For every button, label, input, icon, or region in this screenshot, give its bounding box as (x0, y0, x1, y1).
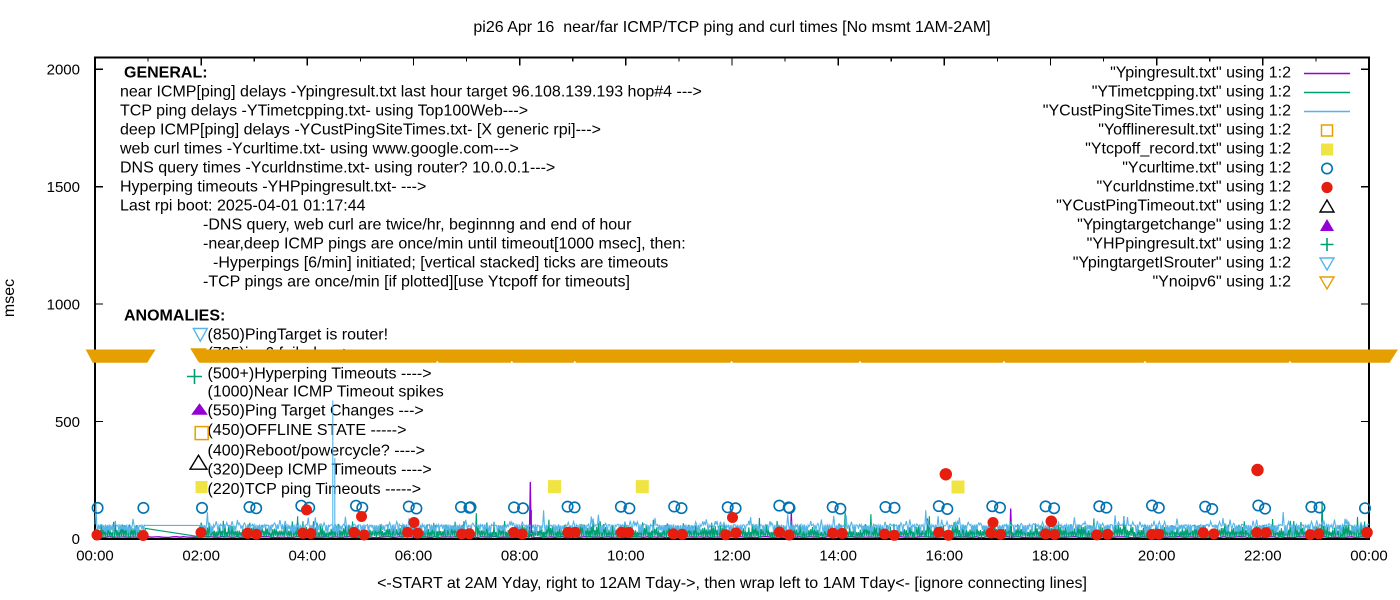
svg-text:2000: 2000 (47, 62, 80, 79)
svg-text:(450)OFFLINE STATE ----->: (450)OFFLINE STATE -----> (208, 422, 407, 439)
svg-text:08:00: 08:00 (501, 548, 539, 565)
svg-text:GENERAL:: GENERAL: (124, 65, 208, 82)
svg-text:14:00: 14:00 (819, 548, 857, 565)
svg-text:0: 0 (72, 531, 80, 548)
svg-text:pi26 Apr 16 near/far ICMP/TCP: pi26 Apr 16 near/far ICMP/TCP ping and c… (473, 19, 990, 36)
svg-text:"Ynoipv6" using 1:2: "Ynoipv6" using 1:2 (1152, 274, 1291, 291)
svg-text:00:00: 00:00 (1350, 548, 1388, 565)
svg-text:16:00: 16:00 (926, 548, 964, 565)
svg-text:(500+)Hyperping Timeouts ---->: (500+)Hyperping Timeouts ----> (208, 365, 432, 382)
svg-text:(550)Ping Target Changes --->: (550)Ping Target Changes ---> (208, 403, 424, 420)
svg-text:04:00: 04:00 (289, 548, 327, 565)
svg-text:20:00: 20:00 (1138, 548, 1176, 565)
svg-text:"Ycurltime.txt" using 1:2: "Ycurltime.txt" using 1:2 (1122, 160, 1291, 177)
svg-text:DNS query times -Ycurldnstime.: DNS query times -Ycurldnstime.txt- using… (120, 160, 555, 177)
svg-text:(400)Reboot/powercycle? ---->: (400)Reboot/powercycle? ----> (208, 442, 425, 459)
svg-text:(220)TCP ping Timeouts ----->: (220)TCP ping Timeouts -----> (208, 481, 422, 498)
svg-text:"YpingtargetISrouter" using 1:: "YpingtargetISrouter" using 1:2 (1073, 255, 1291, 272)
svg-text:"YCustPingTimeout.txt" using 1: "YCustPingTimeout.txt" using 1:2 (1056, 198, 1291, 215)
svg-text:-TCP pings are once/min [if pl: -TCP pings are once/min [if plotted][use… (203, 274, 630, 291)
svg-text:"Yofflineresult.txt" using 1:2: "Yofflineresult.txt" using 1:2 (1098, 122, 1291, 139)
svg-text:1000: 1000 (47, 296, 80, 313)
svg-text:1500: 1500 (47, 179, 80, 196)
svg-text:500: 500 (55, 414, 80, 431)
svg-text:00:00: 00:00 (76, 548, 114, 565)
svg-text:(1000)Near ICMP Timeout spikes: (1000)Near ICMP Timeout spikes (208, 384, 444, 401)
svg-text:"Ycurldnstime.txt" using 1:2: "Ycurldnstime.txt" using 1:2 (1096, 179, 1291, 196)
svg-text:web curl times -Ycurltime.txt-: web curl times -Ycurltime.txt- using www… (119, 141, 519, 158)
svg-text:Hyperping timeouts -YHPpingres: Hyperping timeouts -YHPpingresult.txt- -… (120, 179, 426, 196)
svg-text:msec: msec (1, 279, 18, 317)
svg-text:22:00: 22:00 (1244, 548, 1282, 565)
svg-text:ANOMALIES:: ANOMALIES: (124, 308, 225, 325)
svg-text:TCP ping delays -YTimetcpping.: TCP ping delays -YTimetcpping.txt- using… (120, 103, 528, 120)
svg-text:"Ypingtargetchange" using 1:2: "Ypingtargetchange" using 1:2 (1077, 217, 1291, 234)
svg-text:-DNS query, web curl are twice: -DNS query, web curl are twice/hr, begin… (203, 217, 632, 234)
svg-text:deep ICMP[ping] delays -YCustP: deep ICMP[ping] delays -YCustPingSiteTim… (120, 122, 601, 139)
svg-text:(320)Deep ICMP Timeouts ---->: (320)Deep ICMP Timeouts ----> (208, 462, 432, 479)
svg-text:-near,deep ICMP pings are once: -near,deep ICMP pings are once/min until… (203, 236, 686, 253)
svg-text:12:00: 12:00 (713, 548, 751, 565)
svg-text:02:00: 02:00 (182, 548, 220, 565)
svg-text:06:00: 06:00 (395, 548, 433, 565)
svg-text:"Ytcpoff_record.txt" using 1:2: "Ytcpoff_record.txt" using 1:2 (1085, 141, 1291, 158)
svg-text:<-START at 2AM Yday, right to: <-START at 2AM Yday, right to 12AM Tday-… (377, 575, 1087, 592)
svg-text:(850)PingTarget is router!: (850)PingTarget is router! (208, 327, 389, 344)
svg-text:"YCustPingSiteTimes.txt" using: "YCustPingSiteTimes.txt" using 1:2 (1043, 103, 1291, 120)
svg-text:10:00: 10:00 (607, 548, 645, 565)
svg-text:18:00: 18:00 (1032, 548, 1070, 565)
svg-text:-Hyperpings [6/min] initiated;: -Hyperpings [6/min] initiated; [vertical… (213, 255, 668, 272)
svg-text:near ICMP[ping] delays -Ypingr: near ICMP[ping] delays -Ypingresult.txt … (120, 84, 702, 101)
svg-text:"YHPpingresult.txt" using 1:2: "YHPpingresult.txt" using 1:2 (1087, 236, 1291, 253)
svg-text:"Ypingresult.txt" using 1:2: "Ypingresult.txt" using 1:2 (1110, 65, 1291, 82)
svg-text:"YTimetcpping.txt" using 1:2: "YTimetcpping.txt" using 1:2 (1092, 84, 1291, 101)
svg-text:Last rpi boot: 2025-04-01 01:1: Last rpi boot: 2025-04-01 01:17:44 (120, 198, 366, 215)
